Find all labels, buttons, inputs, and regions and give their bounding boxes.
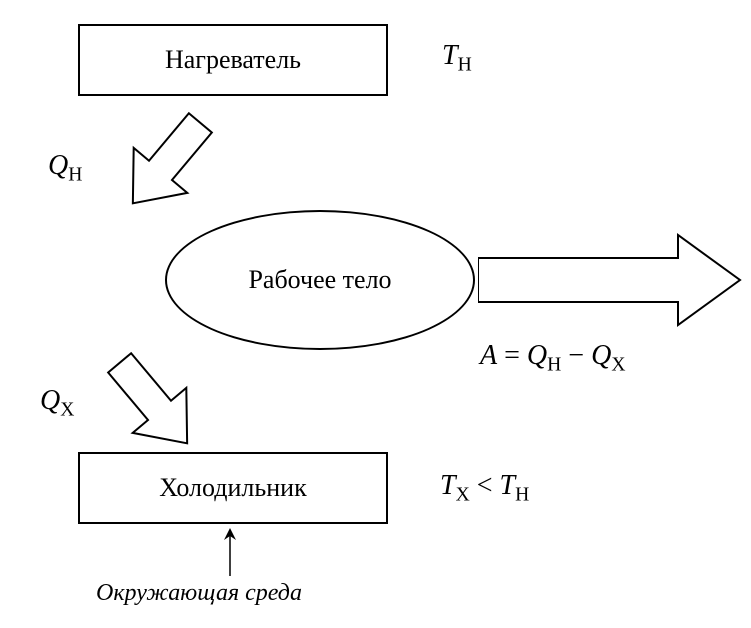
var-T: T xyxy=(442,40,458,71)
label-Q-H: QН xyxy=(48,150,82,187)
label-T-H: TН xyxy=(442,40,472,77)
arrow-body-to-cooler xyxy=(90,340,220,470)
cooler-box: Холодильник xyxy=(78,452,388,524)
sub-H2: Н xyxy=(68,165,82,186)
heater-label: Нагреватель xyxy=(165,45,301,75)
working-body-ellipse: Рабочее тело xyxy=(165,210,475,350)
label-T-condition: TX < TН xyxy=(440,470,529,507)
label-environment: Окружающая среда xyxy=(96,580,302,607)
var-Q2: Q xyxy=(40,385,60,416)
label-work-equation: A = QН − QX xyxy=(480,340,625,377)
label-Q-X: QX xyxy=(40,385,74,422)
working-body-label: Рабочее тело xyxy=(248,265,391,295)
heater-box: Нагреватель xyxy=(78,24,388,96)
cooler-label: Холодильник xyxy=(159,473,306,503)
arrow-work-output xyxy=(478,230,748,330)
sub-X: X xyxy=(60,400,74,421)
arrow-heater-to-body xyxy=(100,100,230,230)
arrow-env-to-cooler xyxy=(220,528,240,578)
var-Q1: Q xyxy=(48,150,68,181)
sub-H: Н xyxy=(458,55,472,76)
